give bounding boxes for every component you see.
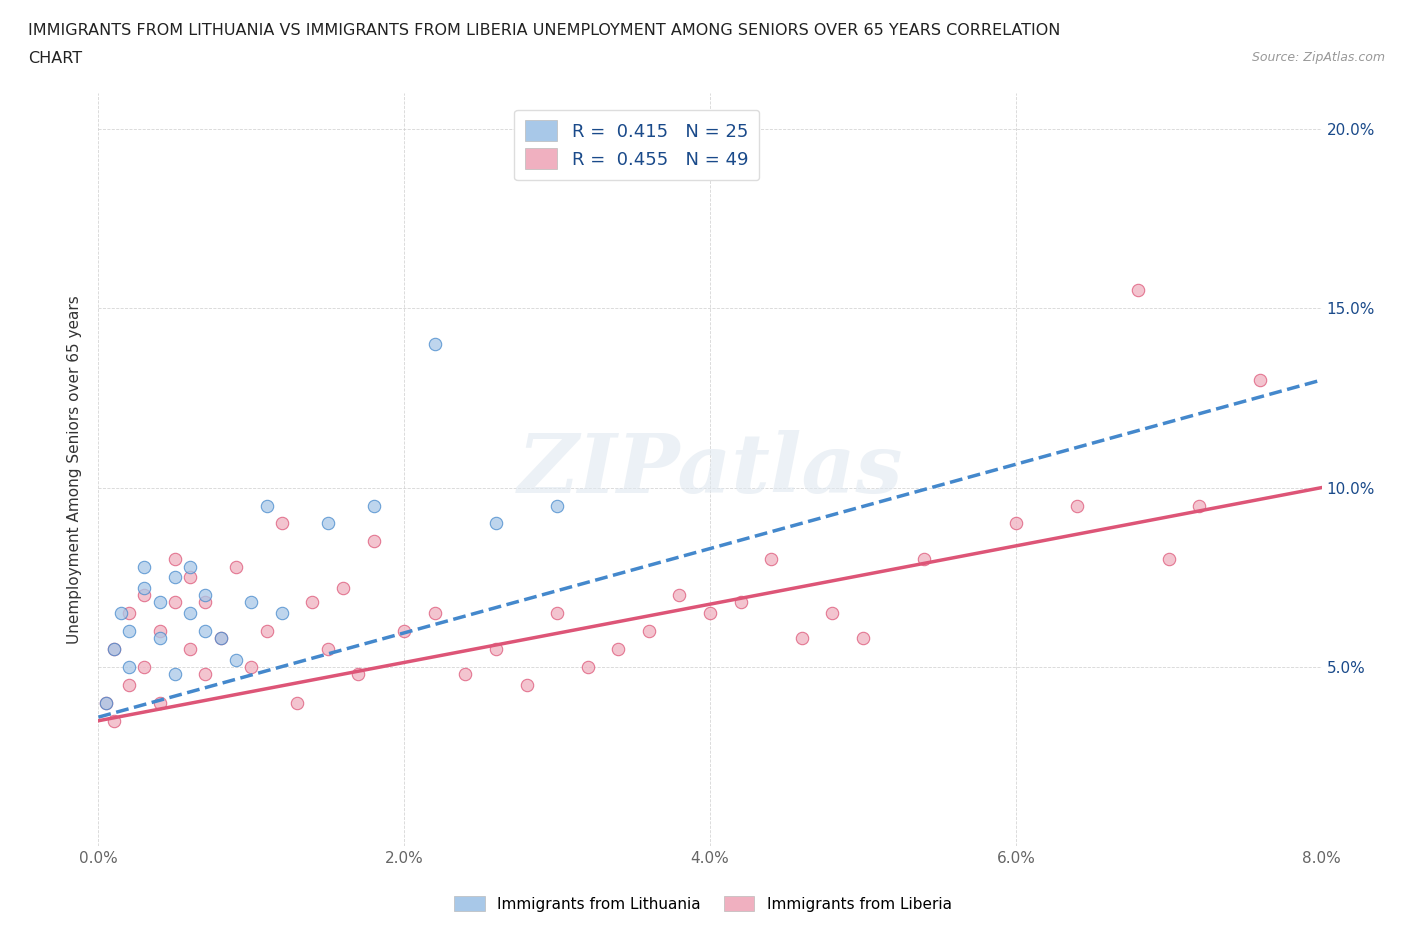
Text: ZIPatlas: ZIPatlas xyxy=(517,430,903,510)
Point xyxy=(134,559,156,574)
Point xyxy=(668,588,690,603)
Point xyxy=(912,551,935,566)
Point xyxy=(94,696,117,711)
Point xyxy=(485,642,508,657)
Point xyxy=(790,631,813,645)
Point xyxy=(149,631,172,645)
Point xyxy=(103,713,125,728)
Point xyxy=(1188,498,1211,513)
Point xyxy=(332,580,354,595)
Point xyxy=(110,605,132,620)
Point xyxy=(118,605,141,620)
Point xyxy=(163,667,186,682)
Point xyxy=(149,595,172,610)
Point xyxy=(1157,551,1180,566)
Point xyxy=(179,570,201,585)
Point xyxy=(316,516,339,531)
Point xyxy=(285,696,308,711)
Text: CHART: CHART xyxy=(28,51,82,66)
Point xyxy=(225,559,247,574)
Point xyxy=(134,659,156,674)
Point xyxy=(363,498,385,513)
Point xyxy=(163,551,186,566)
Point xyxy=(118,624,141,639)
Point xyxy=(821,605,844,620)
Point xyxy=(516,677,538,692)
Point xyxy=(730,595,752,610)
Point xyxy=(546,498,568,513)
Point xyxy=(118,677,141,692)
Point xyxy=(423,337,446,352)
Point xyxy=(225,652,247,667)
Point xyxy=(179,642,201,657)
Point xyxy=(103,642,125,657)
Point xyxy=(149,696,172,711)
Point xyxy=(256,498,278,513)
Point xyxy=(637,624,661,639)
Point xyxy=(240,659,263,674)
Point xyxy=(179,605,201,620)
Point xyxy=(852,631,875,645)
Point xyxy=(363,534,385,549)
Point xyxy=(607,642,630,657)
Point xyxy=(194,588,217,603)
Point xyxy=(179,559,201,574)
Point xyxy=(316,642,339,657)
Text: IMMIGRANTS FROM LITHUANIA VS IMMIGRANTS FROM LIBERIA UNEMPLOYMENT AMONG SENIORS : IMMIGRANTS FROM LITHUANIA VS IMMIGRANTS … xyxy=(28,23,1060,38)
Point xyxy=(423,605,446,620)
Point xyxy=(240,595,263,610)
Point xyxy=(103,642,125,657)
Point xyxy=(163,595,186,610)
Point xyxy=(94,696,117,711)
Point xyxy=(134,580,156,595)
Point xyxy=(149,624,172,639)
Point xyxy=(194,595,217,610)
Point xyxy=(699,605,721,620)
Point xyxy=(118,659,141,674)
Text: Source: ZipAtlas.com: Source: ZipAtlas.com xyxy=(1251,51,1385,64)
Point xyxy=(1249,373,1271,388)
Point xyxy=(347,667,370,682)
Point xyxy=(546,605,568,620)
Point xyxy=(134,588,156,603)
Point xyxy=(256,624,278,639)
Point xyxy=(1066,498,1088,513)
Point xyxy=(576,659,599,674)
Point xyxy=(209,631,232,645)
Point xyxy=(759,551,782,566)
Legend: Immigrants from Lithuania, Immigrants from Liberia: Immigrants from Lithuania, Immigrants fr… xyxy=(449,889,957,918)
Point xyxy=(454,667,477,682)
Point xyxy=(209,631,232,645)
Y-axis label: Unemployment Among Seniors over 65 years: Unemployment Among Seniors over 65 years xyxy=(67,296,83,644)
Point xyxy=(485,516,508,531)
Point xyxy=(270,516,294,531)
Point xyxy=(392,624,416,639)
Point xyxy=(1128,283,1150,298)
Legend: R =  0.415   N = 25, R =  0.455   N = 49: R = 0.415 N = 25, R = 0.455 N = 49 xyxy=(515,110,759,180)
Point xyxy=(1004,516,1026,531)
Point xyxy=(301,595,323,610)
Point xyxy=(270,605,294,620)
Point xyxy=(194,624,217,639)
Point xyxy=(163,570,186,585)
Point xyxy=(194,667,217,682)
